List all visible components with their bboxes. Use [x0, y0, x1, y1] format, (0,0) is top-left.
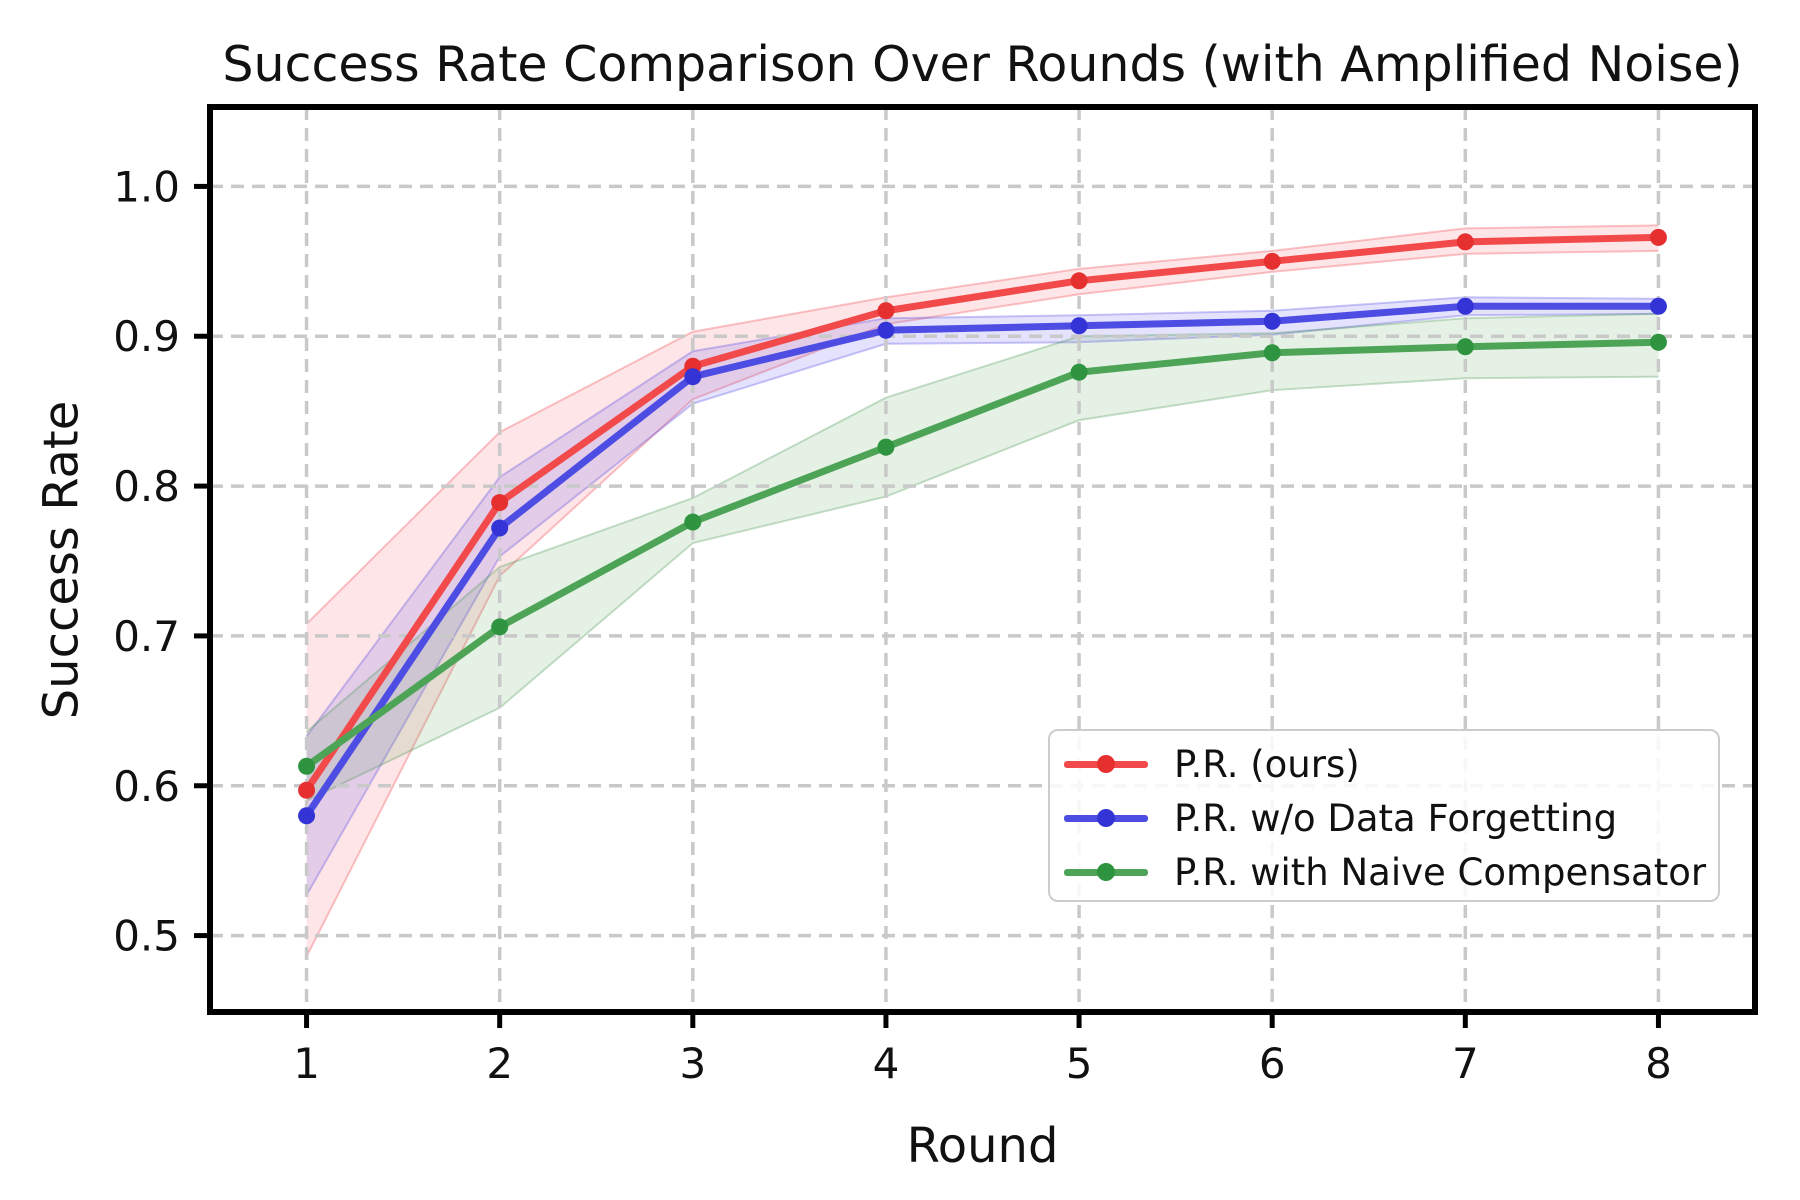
x-tick-label: 4 [873, 1039, 900, 1088]
data-point [877, 438, 895, 456]
plot-border [207, 104, 1758, 1015]
x-tick-label: 1 [293, 1039, 320, 1088]
legend-swatch-green [1064, 862, 1148, 882]
series-0 [298, 228, 1667, 799]
data-point [1263, 344, 1281, 362]
data-point [1649, 333, 1667, 351]
data-point [1070, 317, 1088, 335]
data-point [491, 519, 509, 537]
data-point [491, 618, 509, 636]
series-1 [298, 297, 1667, 825]
legend-swatch-blue [1064, 808, 1148, 828]
legend-item-pr-wo-data-forgetting: P.R. w/o Data Forgetting [1064, 791, 1718, 845]
legend-swatch-red [1064, 754, 1148, 774]
data-point [298, 781, 316, 799]
legend-marker-blue [1097, 809, 1115, 827]
legend-label-pr-naive-compensator: P.R. with Naive Compensator [1174, 850, 1707, 894]
x-tick-label: 7 [1452, 1039, 1479, 1088]
data-point [1649, 297, 1667, 315]
y-tick-label: 1.0 [113, 162, 180, 211]
data-point [298, 807, 316, 825]
data-point [1456, 297, 1474, 315]
x-tick-label: 5 [1066, 1039, 1093, 1088]
x-tick-label: 6 [1259, 1039, 1286, 1088]
data-point [1070, 272, 1088, 290]
x-axis-label: Round [906, 1118, 1059, 1174]
band-series-0 [306, 225, 1659, 957]
x-tick-label: 8 [1645, 1039, 1672, 1088]
y-tick-label: 0.9 [113, 312, 180, 361]
x-tick-label: 2 [486, 1039, 513, 1088]
data-point [877, 302, 895, 320]
series-line-1 [303, 302, 1662, 820]
tick-marks [194, 183, 1661, 1028]
legend-marker-green [1097, 863, 1115, 881]
legend-label-pr-ours: P.R. (ours) [1174, 742, 1360, 786]
y-tick-label: 0.7 [113, 612, 180, 661]
y-tick-label: 0.6 [113, 762, 180, 811]
data-point [1070, 363, 1088, 381]
data-point [1456, 338, 1474, 356]
legend-item-pr-ours: P.R. (ours) [1064, 737, 1718, 791]
tick-labels: 1 2 3 4 5 6 7 8 0.5 0.6 0.7 0.8 0.9 1.0 [113, 162, 1672, 1088]
data-point [491, 494, 509, 512]
series-line-0 [303, 233, 1662, 794]
legend-item-pr-naive-compensator: P.R. with Naive Compensator [1064, 845, 1718, 899]
data-point [877, 321, 895, 339]
gridlines [210, 107, 1755, 1012]
y-tick-label: 0.5 [113, 912, 180, 961]
series-2 [298, 333, 1667, 775]
data-point [1263, 312, 1281, 330]
data-point [298, 757, 316, 775]
legend-marker-red [1097, 755, 1115, 773]
data-point [1456, 233, 1474, 251]
legend-label-pr-wo-data-forgetting: P.R. w/o Data Forgetting [1174, 796, 1618, 840]
series-line-2 [303, 338, 1662, 770]
data-point [684, 368, 702, 386]
legend: P.R. (ours) P.R. w/o Data Forgetting P.R… [1048, 729, 1720, 902]
x-tick-label: 3 [679, 1039, 706, 1088]
data-point [684, 513, 702, 531]
y-tick-label: 0.8 [113, 462, 180, 511]
data-point [1649, 228, 1667, 246]
chart-title: Success Rate Comparison Over Rounds (wit… [222, 36, 1743, 93]
data-point [1263, 252, 1281, 270]
